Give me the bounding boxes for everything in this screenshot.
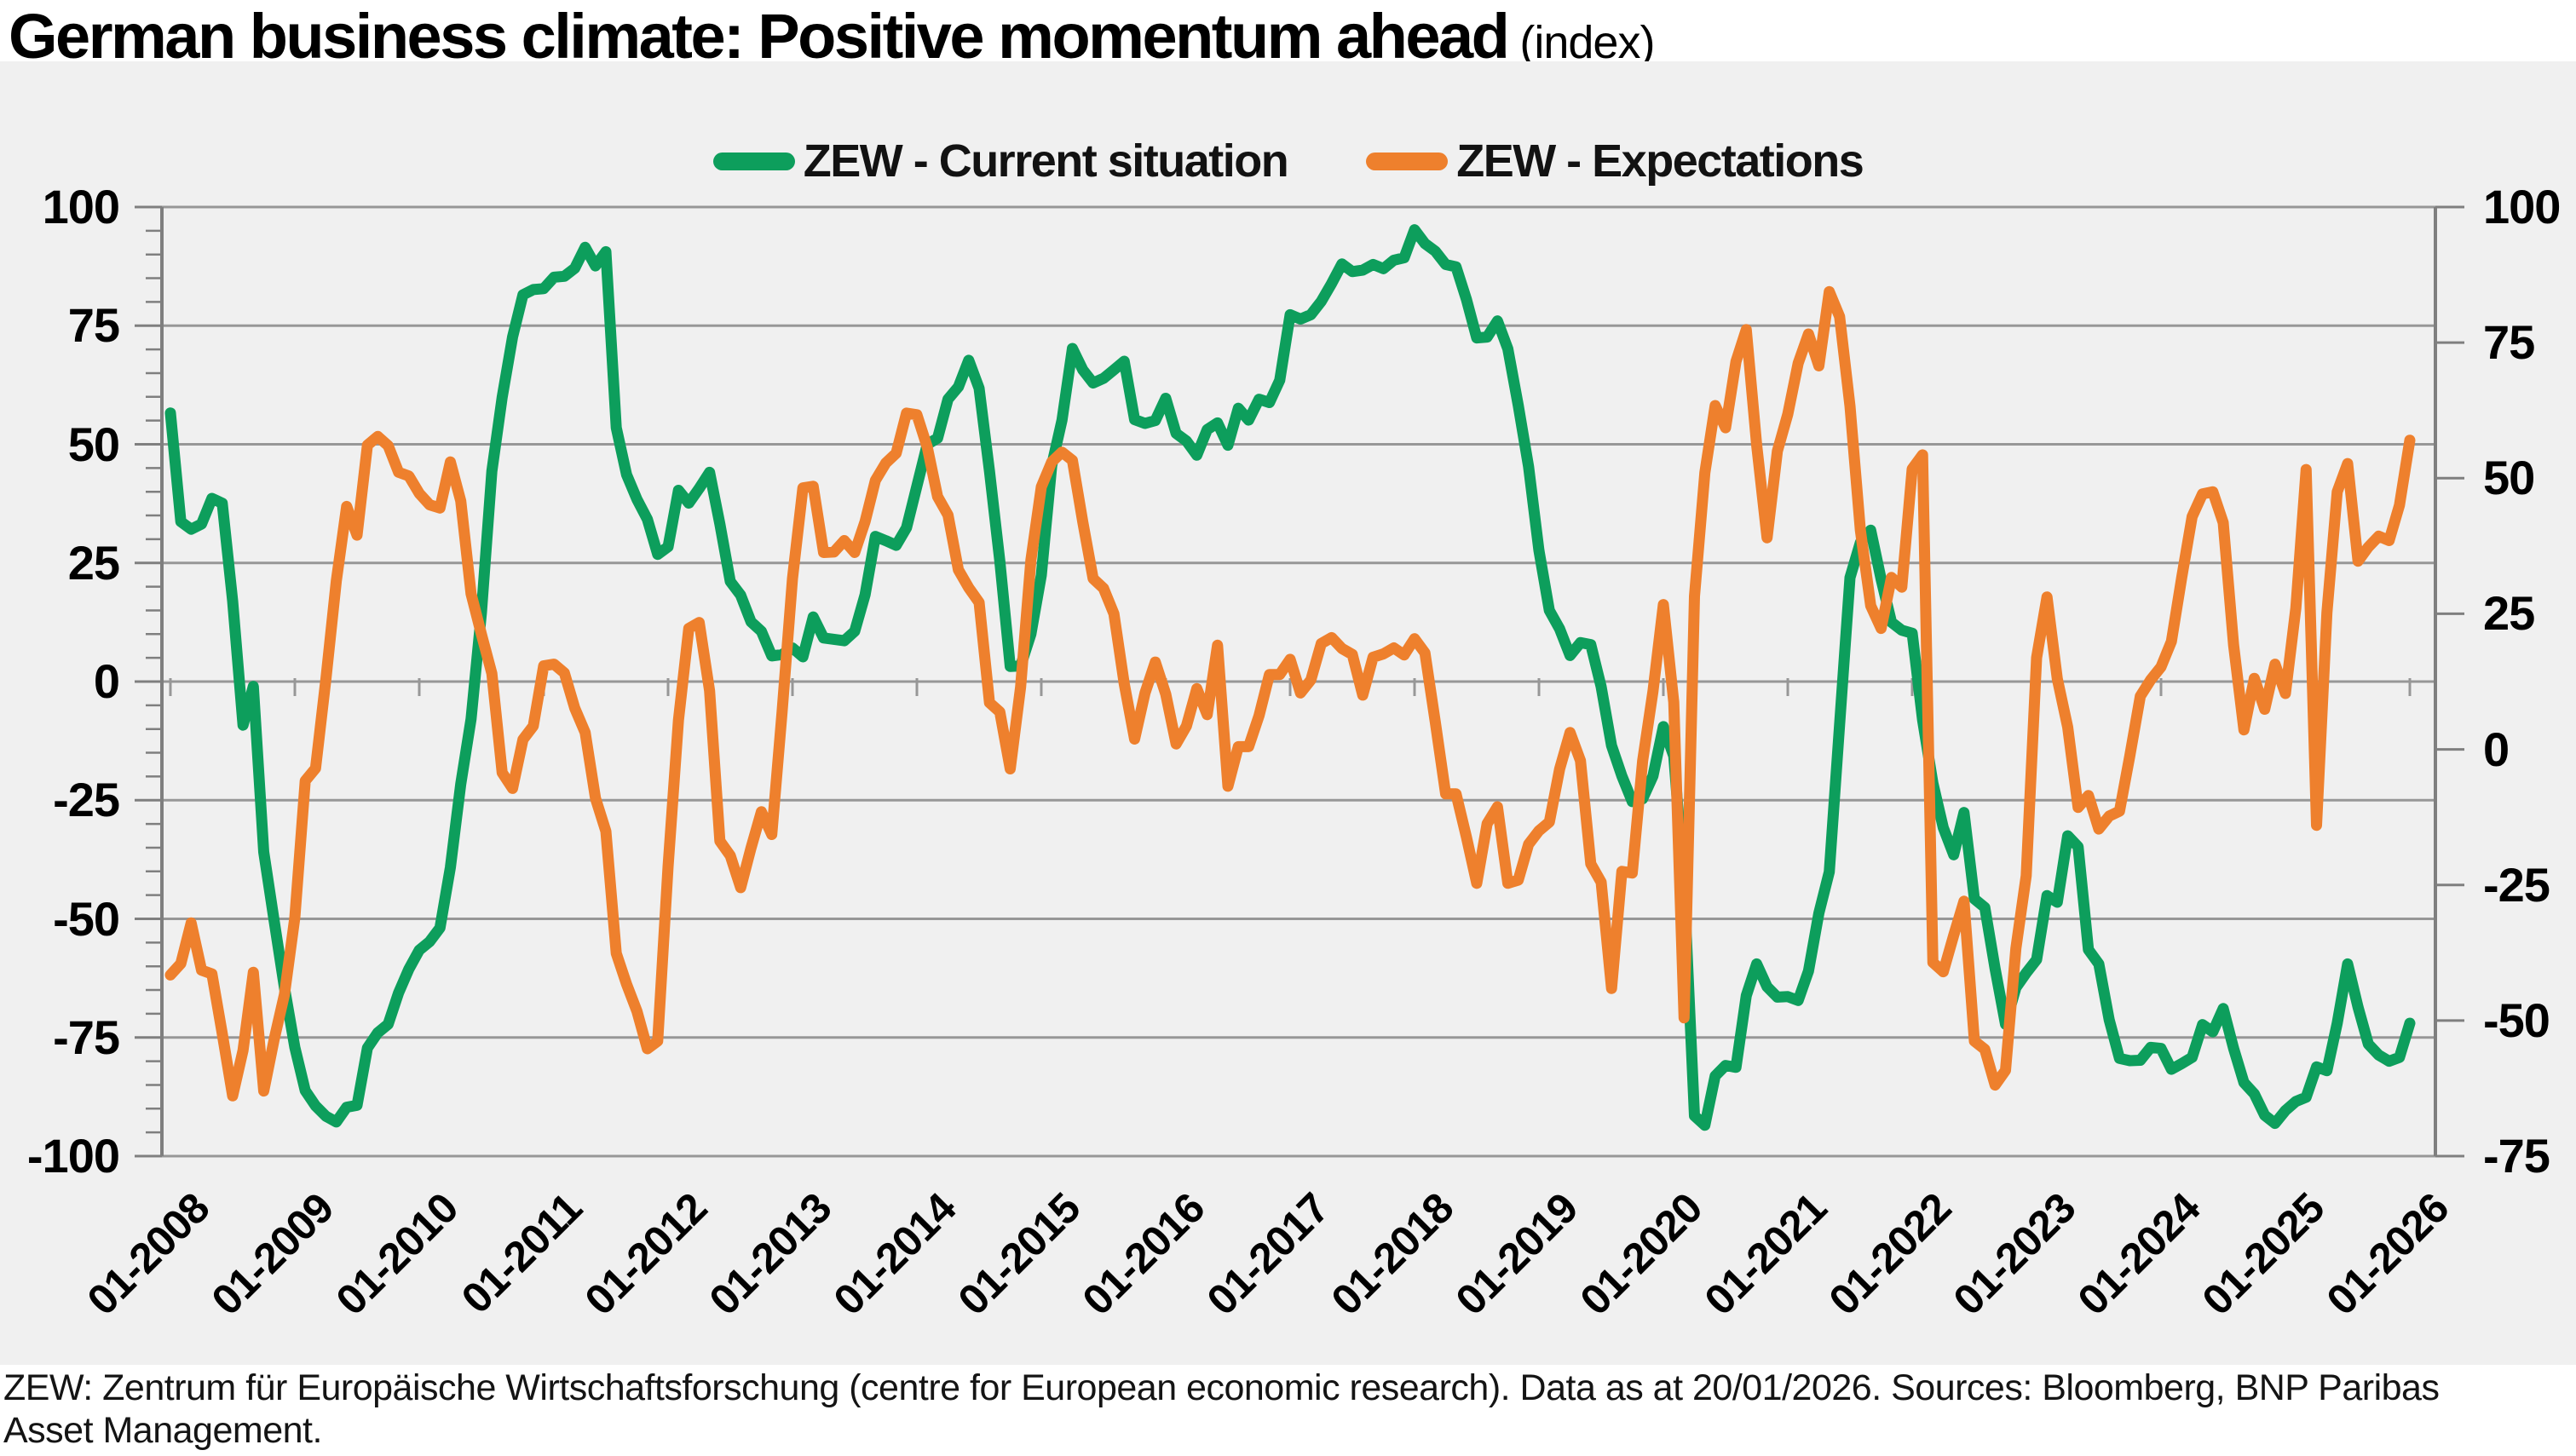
right-axis-tick-label: 0	[2483, 722, 2510, 776]
right-axis-tick-label: -75	[2483, 1129, 2550, 1183]
left-axis-tick-label: -100	[26, 1129, 120, 1183]
left-axis-tick-label: -25	[53, 773, 120, 827]
series-line-current-situation	[164, 224, 2416, 1131]
legend-item: ZEW - Current situation	[712, 135, 1289, 187]
right-axis-tick-label: -25	[2483, 857, 2550, 912]
footer-line-1: ZEW: Zentrum für Europäische Wirtschafts…	[3, 1367, 2440, 1408]
right-axis-tick-label: 100	[2483, 180, 2561, 233]
footer-source-note: ZEW: Zentrum für Europäische Wirtschafts…	[3, 1367, 2551, 1453]
right-axis-tick-label: 75	[2483, 315, 2535, 370]
right-axis-tick-label: 50	[2483, 451, 2535, 505]
left-axis-tick-label: 75	[67, 298, 120, 353]
legend-swatch-icon	[712, 152, 795, 170]
legend-label: ZEW - Expectations	[1456, 135, 1864, 187]
footer-line-2: Asset Management.	[3, 1410, 322, 1452]
left-axis-tick-label: 0	[93, 654, 120, 708]
title-unit-label: (index)	[1519, 17, 1655, 68]
left-axis-tick-label: -75	[53, 1010, 120, 1064]
left-axis-tick-label: 100	[42, 180, 120, 233]
chart-legend: ZEW - Current situation ZEW - Expectation…	[0, 135, 2576, 187]
legend-item: ZEW - Expectations	[1366, 135, 1864, 187]
chart-panel	[0, 61, 2576, 1365]
series-line-expectations	[164, 285, 2416, 1102]
left-axis-tick-label: -50	[53, 891, 120, 946]
left-axis-tick-label: 25	[67, 535, 120, 590]
page-title: German business climate: Positive moment…	[9, 1, 1510, 72]
legend-swatch-icon	[1366, 152, 1449, 170]
legend-label: ZEW - Current situation	[803, 135, 1289, 187]
right-axis-tick-label: 25	[2483, 586, 2535, 641]
chart-title: German business climate: Positive moment…	[9, 0, 1655, 72]
left-axis-tick-label: 50	[67, 417, 120, 471]
right-axis-tick-label: -50	[2483, 993, 2550, 1047]
